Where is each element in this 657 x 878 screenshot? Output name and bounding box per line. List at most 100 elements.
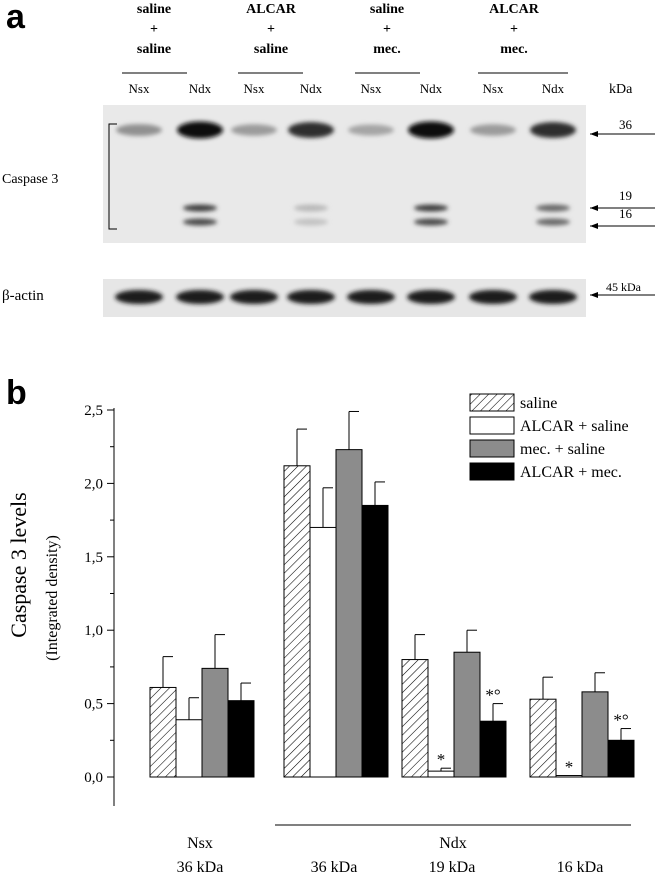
- significance-marker: *: [437, 750, 446, 769]
- actin-band: [287, 290, 335, 304]
- panel-a-letter: a: [6, 0, 25, 36]
- band-36-kda: [288, 122, 334, 138]
- bar-alcar-mec--2: [479, 720, 507, 778]
- band-16-kda: [414, 218, 448, 226]
- actin-band: [469, 290, 517, 304]
- band-36-kda: [530, 122, 576, 138]
- y-tick-label: 2,0: [84, 476, 103, 492]
- bar-mec-saline-0: [201, 667, 229, 778]
- x-label-nsx-kda: 36 kDa: [177, 859, 224, 876]
- lane-label: Nsx: [483, 81, 504, 96]
- bar-alcar-mec--0: [227, 700, 255, 778]
- beta-actin-label: β-actin: [2, 288, 44, 304]
- lane-label: Nsx: [129, 81, 150, 96]
- y-axis-title: Caspase 3 levels: [6, 492, 31, 637]
- actin-arrowhead: [590, 292, 598, 298]
- band-19-kda: [414, 204, 448, 212]
- caspase-3-label: Caspase 3: [2, 172, 58, 187]
- y-tick-label: 1,5: [84, 550, 103, 566]
- y-tick-label: 0,5: [84, 697, 103, 713]
- bar-saline-3: [529, 698, 557, 778]
- x-label-ndx: Ndx: [439, 835, 467, 852]
- bar-saline-2: [401, 659, 429, 778]
- bar-alcar-saline-0: [175, 719, 203, 778]
- lane-label: Ndx: [420, 81, 443, 96]
- lane-label: Ndx: [300, 81, 323, 96]
- legend-label: saline: [520, 395, 557, 412]
- bar-alcar-mec--3: [607, 739, 635, 778]
- legend-label: ALCAR + saline: [520, 418, 629, 435]
- x-label-ndx-sub: 19 kDa: [429, 859, 476, 876]
- group-2-label-line-3: saline: [254, 42, 288, 57]
- band-19-kda: [536, 204, 570, 212]
- group-4-label-line-1: ALCAR: [489, 2, 540, 17]
- lane-label: Ndx: [189, 81, 212, 96]
- bar-mec-saline-3: [581, 691, 609, 778]
- group-3-label-line-3: mec.: [373, 42, 401, 57]
- x-label-ndx-sub: 16 kDa: [557, 859, 604, 876]
- legend-swatch: [469, 393, 515, 412]
- band-36-kda: [177, 121, 223, 139]
- actin-band: [529, 290, 577, 304]
- actin-band: [176, 290, 224, 304]
- marker-arrowhead: [590, 205, 598, 211]
- caspase-bracket: [108, 123, 117, 230]
- significance-marker: *°: [485, 686, 500, 705]
- significance-marker: *°: [613, 711, 628, 730]
- y-tick-label: 0,0: [84, 770, 103, 786]
- marker-label-16: 16: [619, 206, 633, 221]
- group-2-label-line-1: ALCAR: [246, 2, 297, 17]
- marker-label-36: 36: [619, 117, 633, 132]
- marker-arrowhead: [590, 223, 598, 229]
- bar-alcar-mec--1: [361, 504, 389, 778]
- legend-swatch: [469, 462, 515, 481]
- group-3-label-line-2: +: [383, 22, 391, 37]
- panel-b-letter: b: [6, 374, 27, 412]
- group-2-label-line-2: +: [267, 22, 275, 37]
- band-19-kda: [294, 204, 328, 212]
- band-16-kda: [183, 218, 217, 226]
- legend-label: mec. + saline: [520, 441, 605, 458]
- lane-label: Nsx: [244, 81, 265, 96]
- group-1-label-line-3: saline: [137, 42, 171, 57]
- bar-alcar-saline-2: [427, 770, 455, 778]
- group-4-label-line-2: +: [510, 22, 518, 37]
- actin-band: [407, 290, 455, 304]
- band-36-kda: [470, 124, 516, 136]
- band-36-kda: [116, 124, 162, 136]
- bar-mec-saline-2: [453, 651, 481, 778]
- significance-marker: *: [565, 758, 574, 777]
- bar-saline-1: [283, 465, 311, 778]
- group-1-label-line-1: saline: [137, 2, 171, 17]
- kda-header: kDa: [609, 82, 633, 97]
- lane-label: Nsx: [361, 81, 382, 96]
- marker-label-19: 19: [619, 188, 632, 203]
- bar-mec-saline-1: [335, 449, 363, 778]
- bar-alcar-saline-1: [309, 526, 337, 778]
- group-3-label-line-1: saline: [370, 2, 404, 17]
- bar-saline-0: [149, 686, 177, 778]
- legend-swatch: [469, 416, 515, 435]
- x-label-ndx-sub: 36 kDa: [311, 859, 358, 876]
- actin-band: [230, 290, 278, 304]
- lane-label: Ndx: [542, 81, 565, 96]
- band-36-kda: [231, 124, 277, 136]
- band-16-kda: [294, 218, 328, 226]
- y-axis-subtitle: (Integrated density): [44, 535, 61, 661]
- legend-label: ALCAR + mec.: [520, 464, 622, 481]
- group-4-label-line-3: mec.: [500, 42, 528, 57]
- actin-band: [347, 290, 395, 304]
- y-tick-label: 1,0: [84, 623, 103, 639]
- y-tick-label: 2,5: [84, 403, 103, 419]
- band-36-kda: [408, 121, 454, 139]
- band-36-kda: [348, 124, 394, 136]
- x-label-nsx: Nsx: [187, 835, 213, 852]
- band-19-kda: [183, 204, 217, 212]
- legend-swatch: [469, 439, 515, 458]
- band-16-kda: [536, 218, 570, 226]
- group-1-label-line-2: +: [150, 22, 158, 37]
- actin-band: [115, 290, 163, 304]
- actin-marker-label: 45 kDa: [606, 280, 642, 294]
- western-blot: saline + saline ALCAR + saline saline + mec. ALCA…: [2, 2, 655, 317]
